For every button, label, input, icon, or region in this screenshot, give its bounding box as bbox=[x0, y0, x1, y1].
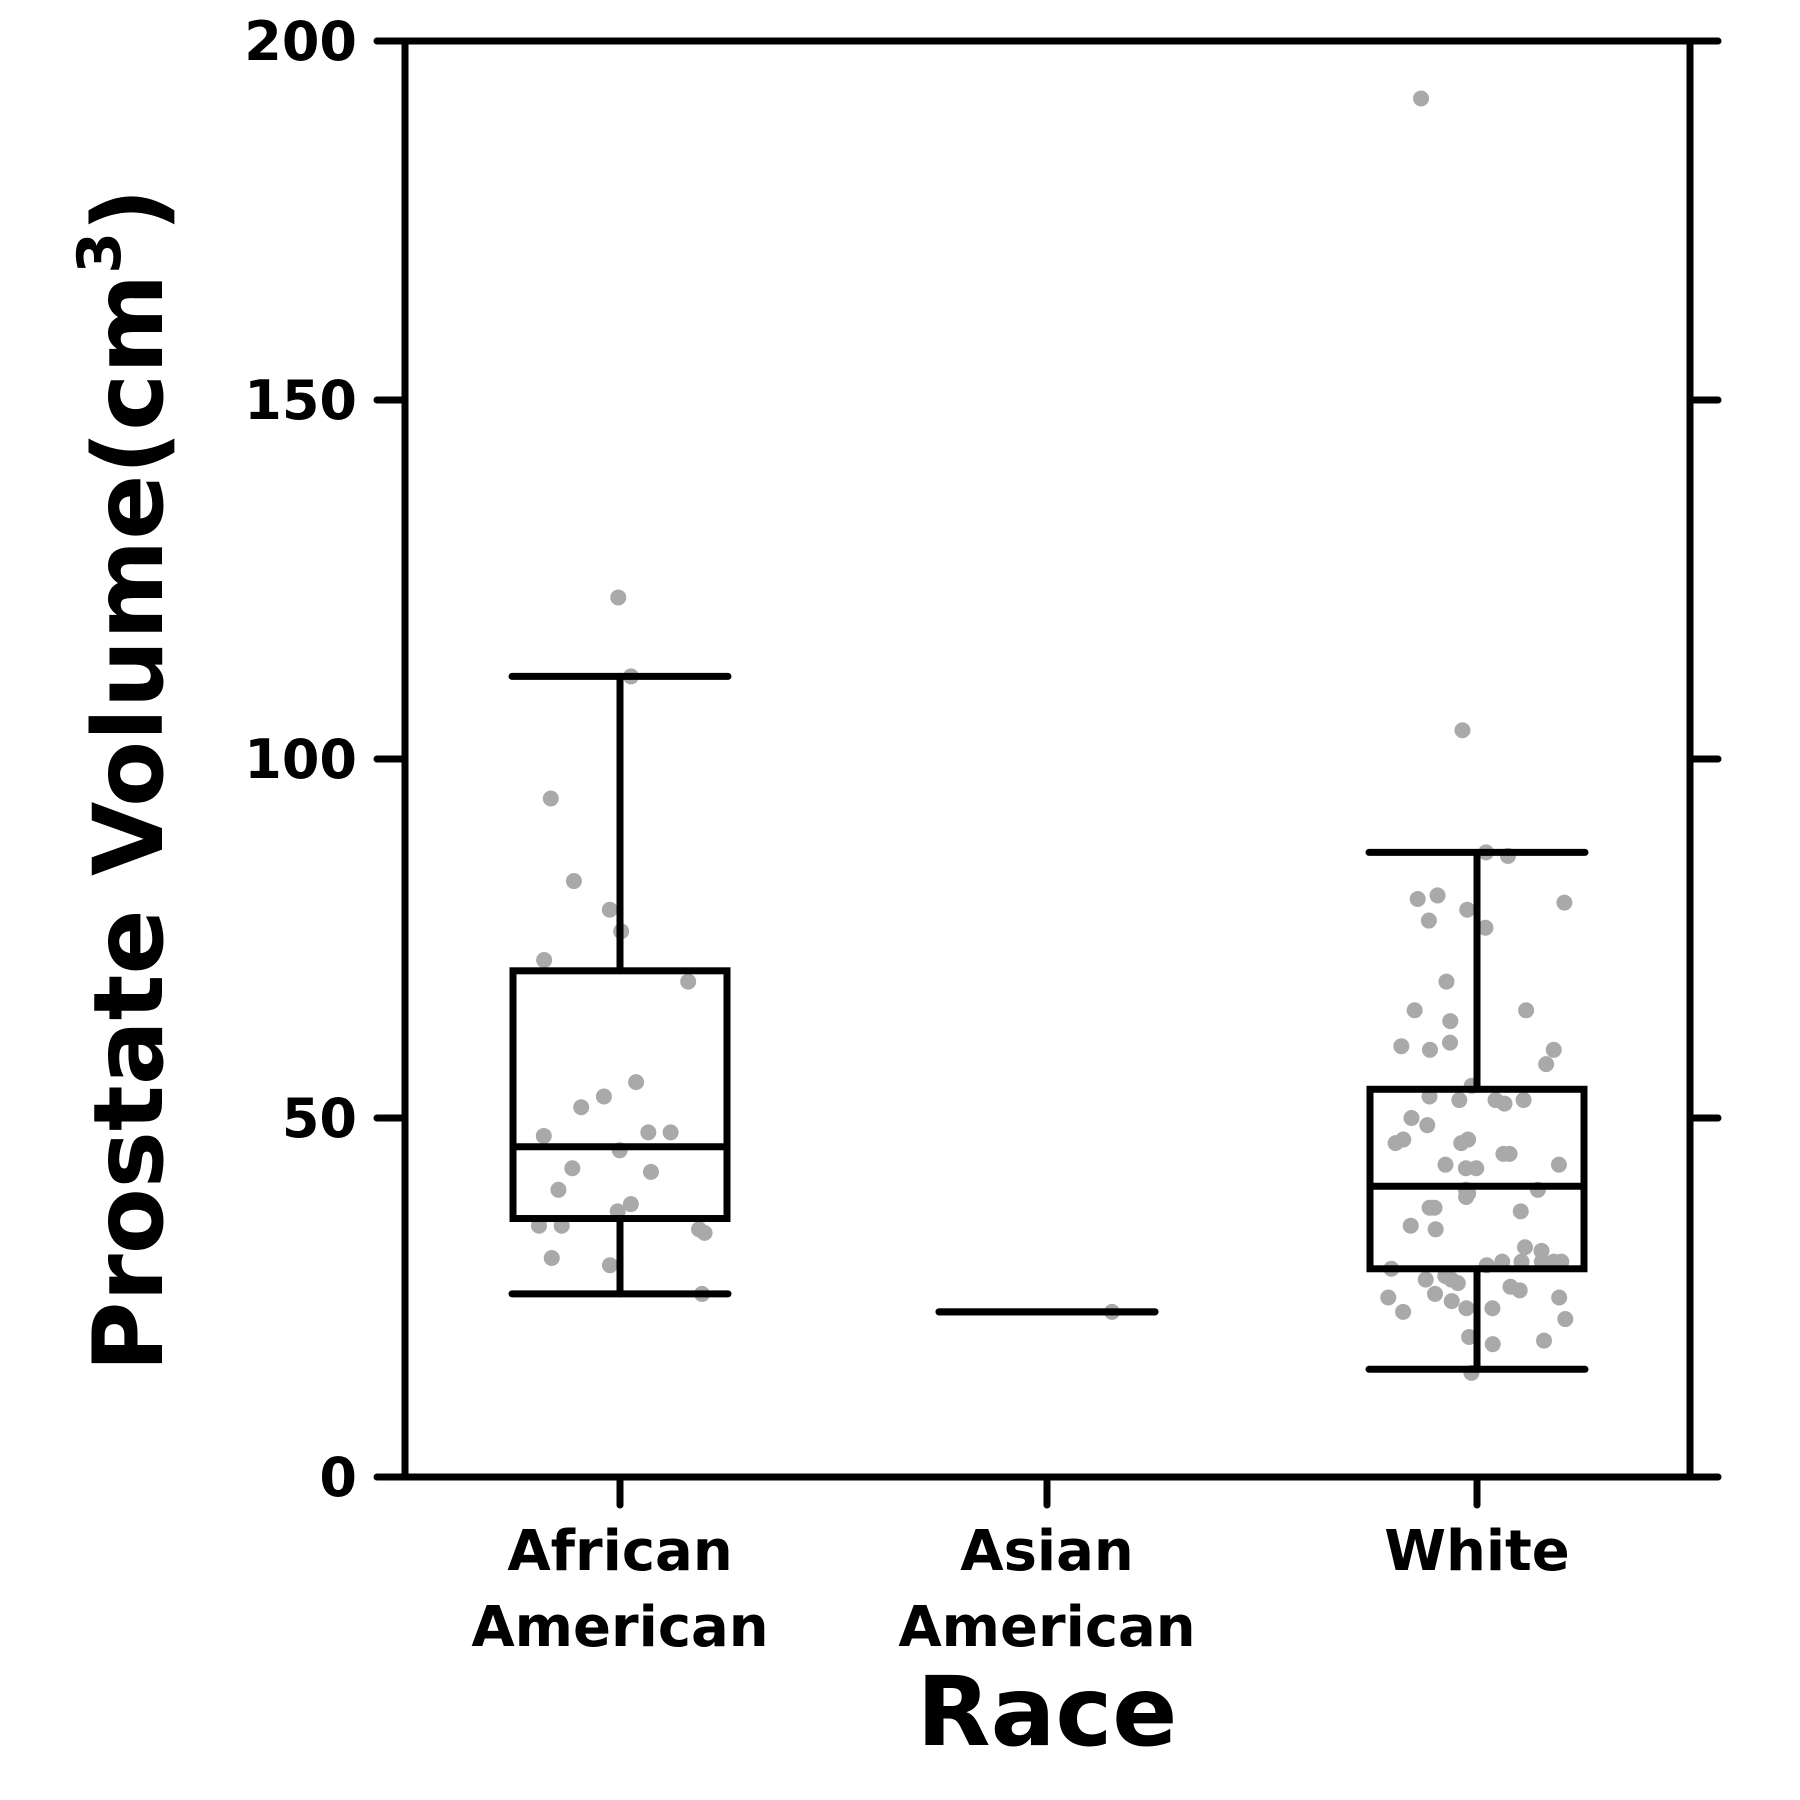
data-point bbox=[1538, 1056, 1555, 1073]
data-point bbox=[1427, 1221, 1444, 1238]
x-tick-label: White bbox=[1384, 1519, 1570, 1584]
y-axis-title-main: Prostate Volume(cm bbox=[73, 274, 185, 1372]
data-point bbox=[1413, 90, 1430, 107]
data-point bbox=[1419, 1117, 1436, 1134]
data-point bbox=[696, 1224, 713, 1241]
y-tick-label: 200 bbox=[244, 10, 357, 73]
data-point bbox=[1406, 1002, 1423, 1019]
data-point bbox=[601, 901, 618, 918]
data-point bbox=[1443, 1293, 1460, 1310]
data-point bbox=[1402, 1217, 1419, 1234]
data-point bbox=[1421, 1041, 1438, 1058]
data-point bbox=[1496, 1095, 1513, 1112]
data-point bbox=[1461, 1328, 1478, 1345]
y-tick-label: 50 bbox=[282, 1087, 357, 1150]
y-tick-label: 100 bbox=[244, 728, 357, 791]
data-point bbox=[1417, 1271, 1434, 1288]
data-point bbox=[1451, 1092, 1468, 1109]
data-point bbox=[680, 973, 697, 990]
data-point bbox=[1484, 1336, 1501, 1353]
data-point bbox=[1437, 1156, 1454, 1173]
data-point bbox=[1511, 1282, 1528, 1299]
data-point bbox=[1453, 1135, 1470, 1152]
data-point bbox=[642, 1163, 659, 1180]
data-point bbox=[1458, 1188, 1475, 1205]
data-point bbox=[1442, 1013, 1459, 1030]
y-axis-title-superscript: 3 bbox=[65, 232, 135, 274]
data-point bbox=[1484, 1300, 1501, 1317]
data-point bbox=[1420, 912, 1437, 929]
data-point bbox=[1459, 901, 1476, 918]
data-point bbox=[1395, 1303, 1412, 1320]
box-iqr bbox=[509, 967, 731, 1223]
data-point bbox=[542, 790, 559, 807]
data-point bbox=[1409, 891, 1426, 908]
boxes bbox=[508, 672, 1589, 1373]
x-axis-title: Race bbox=[917, 1656, 1178, 1768]
data-point bbox=[573, 1099, 590, 1116]
data-point bbox=[1380, 1289, 1397, 1306]
data-point bbox=[1516, 1239, 1533, 1256]
jitter-points bbox=[531, 90, 1574, 1381]
x-tick-label: American bbox=[471, 1595, 768, 1660]
data-point bbox=[1551, 1289, 1568, 1306]
data-point bbox=[610, 589, 627, 606]
data-point bbox=[1512, 1203, 1529, 1220]
data-point bbox=[1429, 887, 1446, 904]
data-point bbox=[628, 1074, 645, 1091]
data-point bbox=[640, 1124, 657, 1141]
data-point bbox=[622, 1196, 639, 1213]
y-axis-ticks: 0 50 100 150 200 bbox=[244, 10, 1722, 1509]
data-point bbox=[564, 1160, 581, 1177]
data-point bbox=[1468, 1160, 1485, 1177]
data-point bbox=[595, 1088, 612, 1105]
data-point bbox=[662, 1124, 679, 1141]
data-point bbox=[1442, 1034, 1459, 1051]
data-point bbox=[1518, 1002, 1535, 1019]
y-tick-label: 150 bbox=[244, 369, 357, 432]
data-point bbox=[1403, 1110, 1420, 1126]
data-point bbox=[536, 952, 553, 969]
y-axis-title-close: ) bbox=[73, 188, 185, 232]
data-point bbox=[1515, 1092, 1532, 1109]
data-point bbox=[1556, 894, 1573, 911]
data-point bbox=[1495, 1145, 1512, 1162]
data-point bbox=[1393, 1038, 1410, 1055]
data-point bbox=[601, 1257, 618, 1274]
data-point bbox=[543, 1250, 560, 1267]
data-point bbox=[1458, 1300, 1475, 1317]
x-tick-label: Asian bbox=[960, 1519, 1134, 1584]
x-tick-label: African bbox=[507, 1519, 732, 1584]
x-tick-label: American bbox=[898, 1595, 1195, 1660]
y-axis-title: Prostate Volume(cm3) bbox=[65, 188, 185, 1372]
data-point bbox=[1387, 1135, 1404, 1152]
data-point bbox=[550, 1181, 567, 1198]
data-point bbox=[1545, 1041, 1562, 1058]
y-tick-label: 0 bbox=[319, 1446, 357, 1509]
data-point bbox=[1438, 973, 1455, 990]
box-iqr bbox=[1366, 1085, 1588, 1273]
data-point bbox=[1477, 919, 1494, 936]
data-point bbox=[1427, 1285, 1444, 1302]
data-point bbox=[1454, 722, 1471, 739]
x-axis-category-labels: African American Asian American White bbox=[471, 1473, 1570, 1660]
data-point bbox=[1557, 1311, 1574, 1328]
data-point bbox=[565, 873, 582, 890]
data-point bbox=[1449, 1275, 1466, 1292]
data-point bbox=[1550, 1156, 1567, 1173]
data-point bbox=[1421, 1199, 1438, 1216]
data-point bbox=[1536, 1332, 1553, 1349]
data-point bbox=[535, 1127, 552, 1144]
